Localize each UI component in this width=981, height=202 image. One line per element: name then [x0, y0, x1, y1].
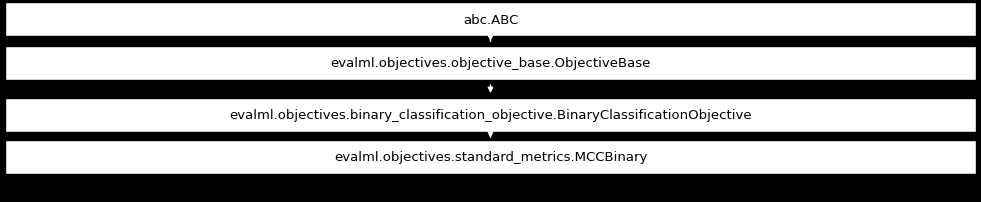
Bar [5, 3, 976, 37]
Text: evalml.objectives.binary_classification_objective.BinaryClassificationObjective: evalml.objectives.binary_classification_… [230, 109, 751, 122]
Text: evalml.objectives.objective_base.ObjectiveBase: evalml.objectives.objective_base.Objecti… [331, 57, 650, 70]
Bar [5, 99, 976, 132]
Text: abc.ABC: abc.ABC [463, 14, 518, 26]
Text: evalml.objectives.standard_metrics.MCCBinary: evalml.objectives.standard_metrics.MCCBi… [334, 151, 647, 164]
Bar [5, 47, 976, 81]
Bar [5, 140, 976, 174]
